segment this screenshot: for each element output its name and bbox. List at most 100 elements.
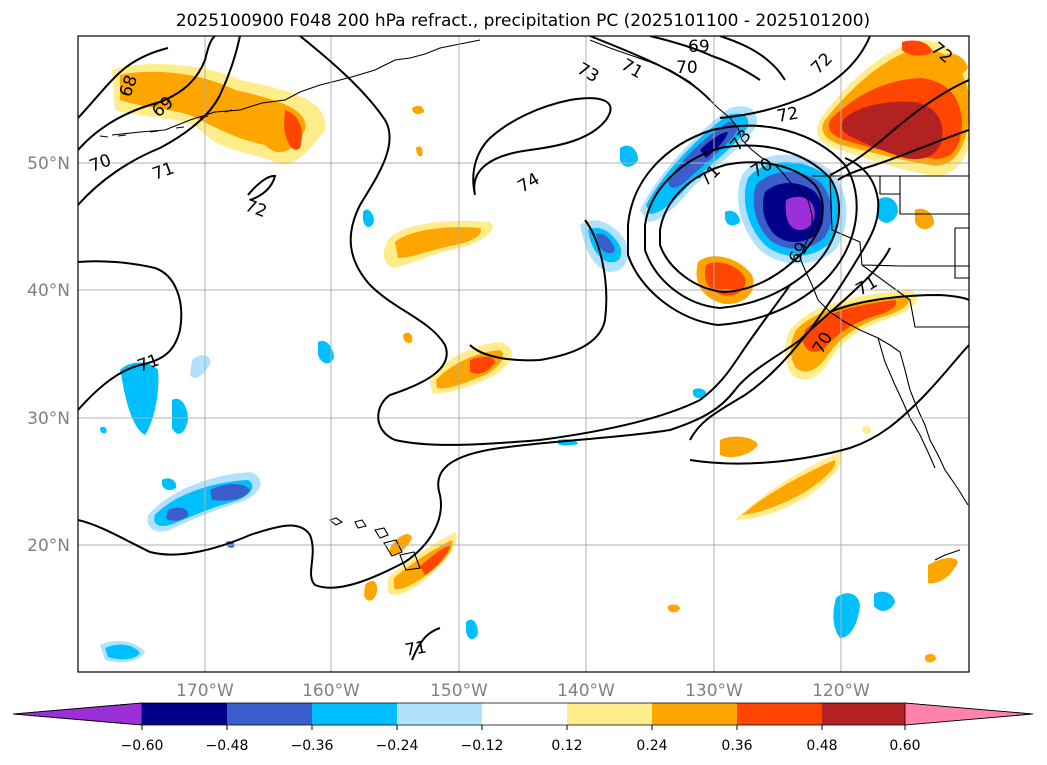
shade-pos-mexico	[928, 558, 958, 584]
colorbar: −0.60 −0.48 −0.36 −0.24 −0.12 0.12 0.24 …	[12, 702, 1034, 754]
contour-low-outer	[689, 157, 880, 441]
colorbar-extend-min	[12, 702, 143, 726]
shade-neg-west-c-peak	[210, 484, 250, 501]
contour-label: 71	[403, 637, 428, 660]
lon-tick-label: 150°W	[430, 681, 488, 701]
colorbar-tick-label: −0.24	[376, 738, 419, 754]
colorbar-tick-label: −0.12	[461, 738, 504, 754]
contour-low-ring2	[644, 144, 841, 310]
colorbar-segment	[397, 703, 482, 725]
contour-low-ring4	[469, 219, 608, 362]
shade-neg-small-d	[620, 145, 638, 167]
shade-neg-small-i	[693, 388, 707, 399]
shade-pos-alaska-west-core	[120, 71, 306, 153]
shade-neg-offshore-peak	[596, 233, 615, 254]
contour-south-71	[411, 627, 441, 661]
coast-hawaii-5	[399, 551, 421, 571]
colorbar-tick-label: 0.12	[551, 738, 582, 754]
shade-neg-west-b	[172, 398, 188, 434]
contour-68	[78, 47, 169, 119]
lat-labels: 50°N 40°N 30°N 20°N	[27, 154, 70, 556]
contour-74	[472, 97, 612, 196]
colorbar-tick-label: −0.60	[121, 738, 164, 754]
contour-label: 72	[775, 103, 800, 126]
coast-hawaii-4	[383, 539, 403, 557]
colorbar-tick-label: 0.36	[721, 738, 752, 754]
chart-title: 2025100900 F048 200 hPa refract., precip…	[176, 11, 870, 31]
lon-tick-label: 170°W	[176, 681, 234, 701]
map-frame	[77, 35, 970, 673]
contour-low-ring1	[659, 161, 824, 294]
contour-trough-inner	[299, 36, 791, 446]
coast-interior-sw	[861, 264, 969, 328]
shade-neg-sw-core	[105, 644, 140, 660]
coast-baja	[899, 351, 969, 506]
contour-sw-71	[689, 344, 969, 465]
gridlines	[78, 36, 969, 672]
lon-tick-label: 160°W	[302, 681, 360, 701]
contour-71-west	[78, 260, 183, 411]
colorbar-tick-label: 0.24	[636, 738, 667, 754]
contour-71-north	[719, 36, 786, 81]
contour-trough-outer	[78, 247, 891, 589]
contour-low-ring3	[627, 124, 858, 327]
lon-tick-label: 130°W	[685, 681, 743, 701]
shade-pos-hawaii-c	[364, 580, 378, 601]
shade-pos-small-h	[938, 53, 968, 76]
contours	[78, 36, 969, 661]
shade-neg-small-a	[318, 340, 334, 364]
colorbar-segment	[312, 703, 397, 725]
contour-72-west	[247, 174, 277, 201]
shade-neg-small-l	[100, 426, 107, 434]
coast-interior-ut	[954, 227, 969, 279]
colorbar-ticks	[141, 725, 906, 730]
lat-tick-label: 20°N	[27, 536, 70, 556]
shade-pos-subtropics-core	[742, 460, 836, 515]
shade-pos-alaska-west-peak	[284, 110, 302, 150]
colorbar-segment	[652, 703, 737, 725]
lat-tick-label: 50°N	[27, 154, 70, 174]
map-layer: 68 69 70 71 72 73 74 71 72 71 70 69 72 7…	[78, 36, 969, 672]
shade-neg-west-a	[120, 362, 159, 435]
colorbar-tick-label: 0.48	[806, 738, 837, 754]
shade-pos-offshore-ca-core	[704, 262, 746, 296]
coast-interior-e	[899, 176, 969, 215]
shade-pos-small-e	[416, 146, 423, 157]
contour-73	[589, 36, 711, 101]
coast-aleutian	[99, 109, 233, 138]
colorbar-segment	[822, 703, 907, 725]
shade-pos-central-peak	[470, 356, 495, 374]
coast-se-alaska	[589, 39, 743, 141]
colorbar-segment	[737, 703, 822, 725]
coast-baja-west	[877, 337, 936, 469]
colorbar-segment	[227, 703, 312, 725]
shade-neg-west-c-peak2	[166, 507, 189, 521]
coast-hawaii-3	[374, 527, 389, 539]
lon-tick-label: 120°W	[812, 681, 870, 701]
shade-neg-small-g	[466, 619, 478, 640]
coast-mexico	[934, 549, 961, 561]
contour-70-east	[837, 129, 969, 181]
shade-pos-small-f	[862, 425, 872, 435]
contour-label: 69	[688, 37, 710, 57]
colorbar-segment	[567, 703, 652, 725]
colorbar-labels: −0.60 −0.48 −0.36 −0.24 −0.12 0.12 0.24 …	[121, 738, 921, 754]
contour-label: 70	[676, 58, 698, 78]
lat-tick-label: 40°N	[27, 281, 70, 301]
contour-70-west	[78, 36, 241, 206]
lon-tick-label: 140°W	[557, 681, 615, 701]
colorbar-extend-max	[904, 702, 1034, 726]
coast-hawaii-2	[354, 519, 367, 529]
contour-se-70	[829, 293, 969, 313]
shade-neg-small-f	[874, 591, 895, 611]
lat-tick-label: 30°N	[27, 409, 70, 429]
shade-neg-small-h	[878, 197, 898, 223]
coast-interior-nv	[879, 176, 900, 195]
contour-72-north	[649, 36, 761, 81]
contour-72-east	[719, 36, 871, 119]
shade-pos-small-d	[412, 105, 424, 115]
shade-pos-socal-red	[803, 300, 897, 352]
shade-pos-small-b	[668, 604, 680, 613]
lon-labels: 170°W 160°W 150°W 140°W 130°W 120°W	[176, 681, 870, 701]
